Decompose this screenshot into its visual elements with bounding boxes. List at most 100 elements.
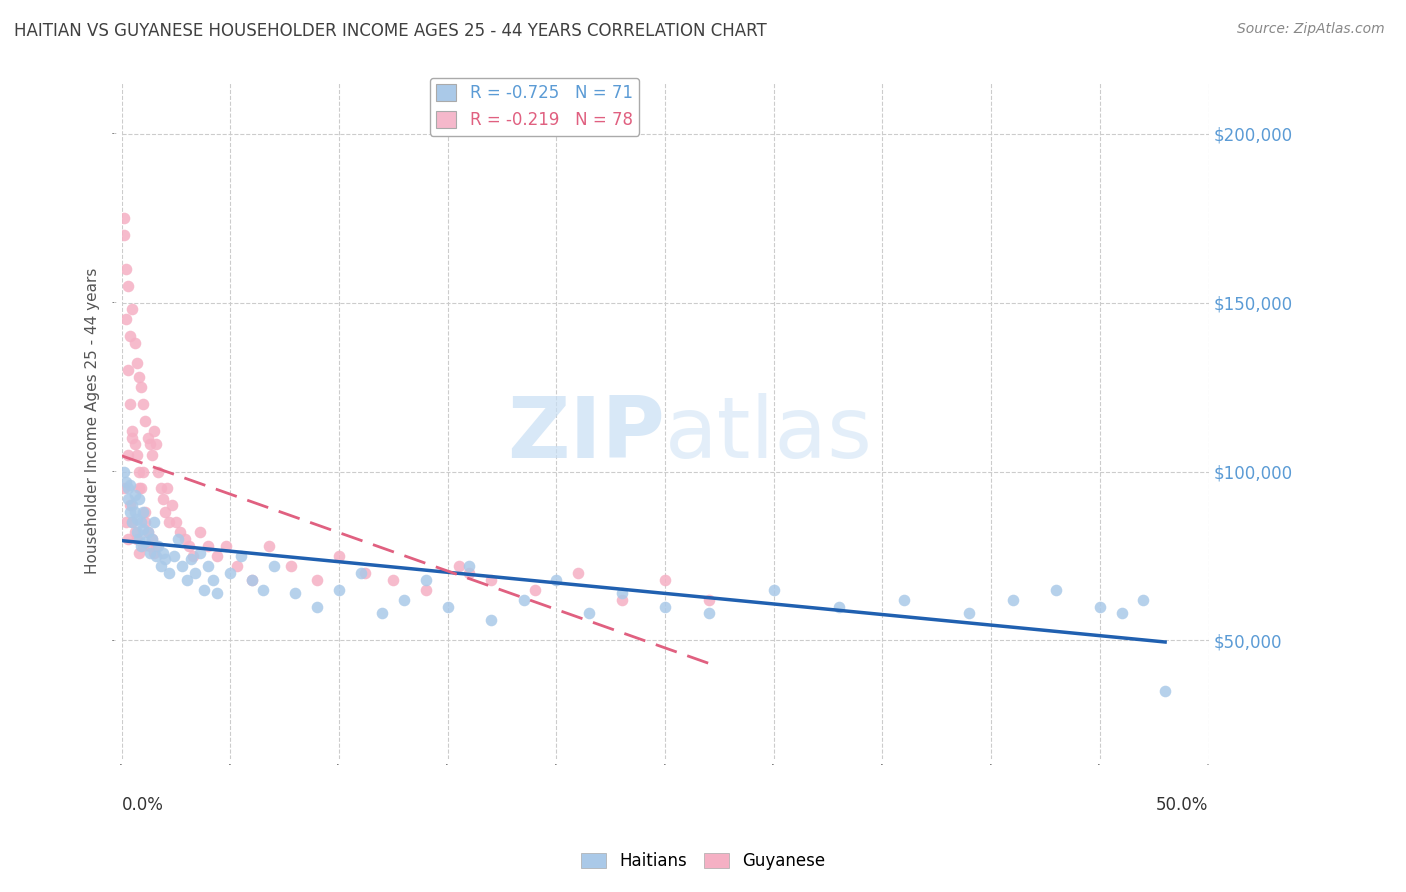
Point: [129, 515, 152, 529]
Point: [1111, 607, 1133, 621]
Point: [828, 599, 851, 614]
Text: ZIP: ZIP: [508, 392, 665, 475]
Point: [546, 573, 568, 587]
Point: [129, 482, 152, 496]
Point: [117, 532, 139, 546]
Point: [128, 465, 150, 479]
Point: [447, 559, 470, 574]
Point: [513, 593, 536, 607]
Point: [167, 532, 190, 546]
Point: [117, 278, 139, 293]
Point: [184, 566, 207, 580]
Point: [152, 491, 174, 506]
Point: [215, 539, 238, 553]
Point: [160, 498, 183, 512]
Point: [697, 607, 720, 621]
Point: [120, 329, 142, 343]
Point: [120, 505, 142, 519]
Point: [120, 498, 142, 512]
Point: [252, 582, 274, 597]
Point: [205, 549, 228, 563]
Point: [149, 482, 172, 496]
Point: [139, 539, 162, 553]
Point: [112, 227, 135, 242]
Point: [132, 539, 155, 553]
Point: [354, 566, 377, 580]
Point: [219, 566, 242, 580]
Point: [201, 573, 224, 587]
Point: [188, 525, 211, 540]
Point: [128, 482, 150, 496]
Point: [124, 488, 146, 502]
Point: [143, 424, 166, 438]
Point: [121, 302, 143, 317]
Point: [124, 336, 146, 351]
Point: [893, 593, 915, 607]
Point: [153, 505, 176, 519]
Point: [128, 546, 150, 560]
Point: [125, 512, 148, 526]
Point: [229, 549, 252, 563]
Point: [115, 475, 138, 489]
Point: [129, 380, 152, 394]
Point: [128, 370, 150, 384]
Point: [610, 593, 633, 607]
Point: [112, 465, 135, 479]
Point: [141, 448, 163, 462]
Point: [117, 491, 139, 506]
Point: [263, 559, 285, 574]
Point: [458, 559, 481, 574]
Point: [143, 546, 166, 560]
Text: atlas: atlas: [665, 392, 873, 475]
Point: [152, 546, 174, 560]
Point: [149, 559, 172, 574]
Point: [176, 573, 198, 587]
Point: [479, 573, 502, 587]
Point: [392, 593, 415, 607]
Point: [205, 586, 228, 600]
Point: [134, 505, 156, 519]
Point: [197, 539, 219, 553]
Point: [132, 505, 155, 519]
Point: [115, 515, 138, 529]
Point: [125, 532, 148, 546]
Point: [121, 515, 143, 529]
Point: [654, 599, 676, 614]
Point: [141, 532, 163, 546]
Point: [156, 482, 179, 496]
Point: [1088, 599, 1111, 614]
Point: [578, 607, 600, 621]
Point: [157, 566, 180, 580]
Point: [371, 607, 394, 621]
Point: [654, 573, 676, 587]
Point: [382, 573, 405, 587]
Point: [188, 546, 211, 560]
Point: [415, 582, 437, 597]
Point: [165, 515, 187, 529]
Point: [125, 356, 148, 370]
Point: [134, 535, 156, 549]
Point: [145, 539, 167, 553]
Point: [148, 539, 170, 553]
Point: [128, 491, 150, 506]
Point: [139, 437, 162, 451]
Point: [141, 532, 163, 546]
Point: [959, 607, 981, 621]
Point: [121, 498, 143, 512]
Point: [259, 539, 281, 553]
Point: [240, 573, 263, 587]
Text: 0.0%: 0.0%: [121, 796, 163, 814]
Point: [139, 546, 162, 560]
Text: 50.0%: 50.0%: [1156, 796, 1209, 814]
Point: [136, 525, 159, 540]
Point: [169, 525, 191, 540]
Point: [125, 525, 148, 540]
Point: [148, 465, 170, 479]
Point: [181, 549, 204, 563]
Point: [134, 414, 156, 428]
Point: [280, 559, 302, 574]
Point: [240, 573, 263, 587]
Point: [121, 431, 143, 445]
Point: [132, 465, 155, 479]
Point: [153, 552, 176, 566]
